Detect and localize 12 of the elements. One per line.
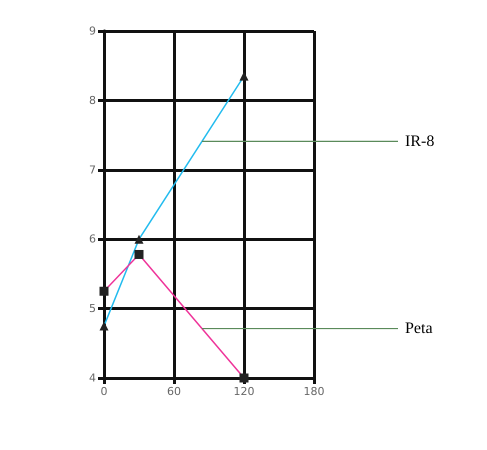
x-tick-label: 60	[167, 385, 181, 398]
x-tick-label: 0	[100, 385, 108, 398]
x-tick-label: 120	[234, 385, 254, 398]
y-tick-label: 7	[89, 163, 96, 176]
text: Peta	[405, 320, 433, 338]
y-tick-label: 9	[89, 24, 96, 38]
text: IR-8	[405, 132, 434, 150]
y-tick-label: 6	[89, 232, 96, 246]
x-tick-label: 180	[304, 385, 324, 398]
y-tick-label: 5	[89, 302, 96, 316]
y-tick-label: 4	[89, 372, 96, 384]
y-tick-label: 8	[89, 94, 96, 107]
